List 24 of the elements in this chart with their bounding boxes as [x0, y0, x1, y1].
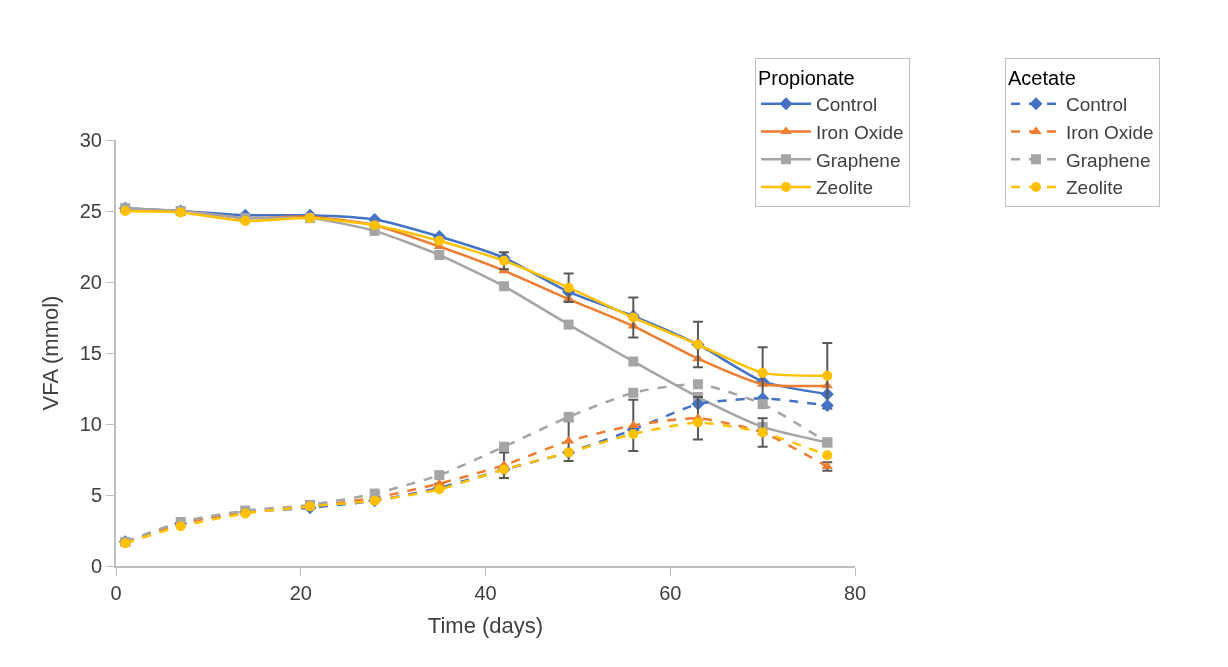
y-axis-title: VFA (mmol): [38, 295, 64, 411]
legend-label: Iron Oxide: [816, 121, 904, 143]
legend-label: Zeolite: [816, 177, 874, 199]
legend-label: Iron Oxide: [1066, 121, 1154, 143]
text: Acetate: [1008, 67, 1076, 89]
y-tick-label: 0: [90, 555, 102, 577]
x-tick-label: 0: [110, 582, 122, 604]
text: Propionate: [758, 67, 855, 89]
y-tick-label: 5: [90, 484, 102, 506]
y-tick-label: 15: [79, 342, 102, 364]
y-tick-label: 20: [79, 271, 102, 293]
y-tick-label: 25: [79, 200, 102, 222]
x-axis-title: Time (days): [427, 613, 544, 639]
legend-label: Zeolite: [1066, 177, 1124, 199]
x-tick-label: 60: [659, 582, 682, 604]
legend-label: Control: [1066, 94, 1128, 116]
legend-label: Control: [816, 94, 878, 116]
x-tick-label: 80: [843, 582, 867, 604]
legend-label: Graphene: [1066, 149, 1151, 171]
y-tick-label: 10: [79, 413, 102, 435]
legend-label: Graphene: [816, 149, 901, 171]
y-tick-label: 30: [79, 129, 102, 151]
x-tick-label: 40: [474, 582, 497, 604]
x-tick-label: 20: [289, 582, 312, 604]
